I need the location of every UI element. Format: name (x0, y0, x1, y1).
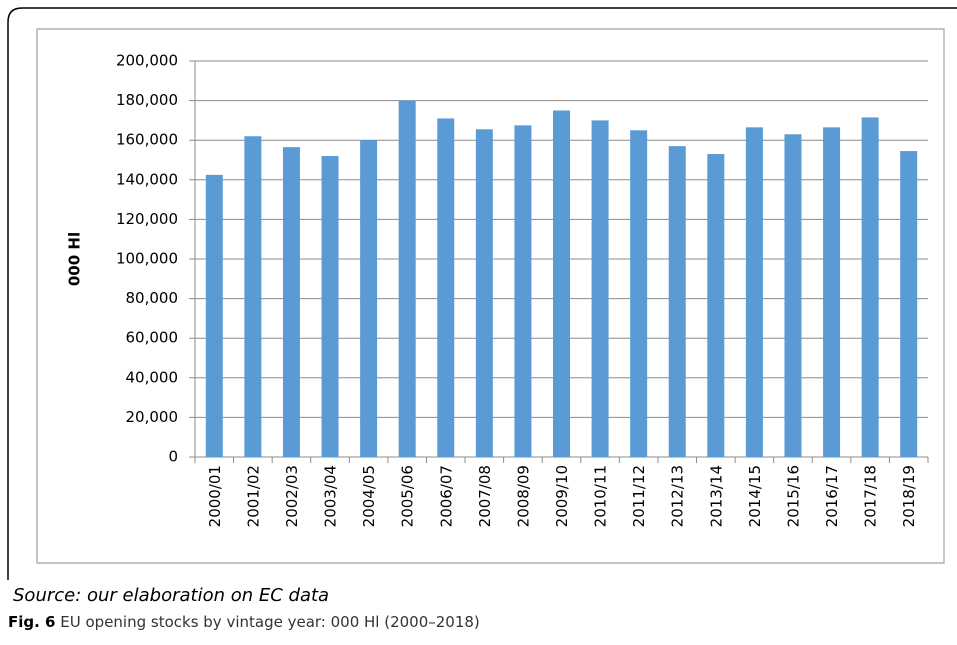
y-tick-label: 140,000 (116, 170, 178, 188)
bar (475, 129, 493, 457)
x-tick-label: 2018/19 (900, 465, 918, 527)
y-tick-label: 180,000 (116, 91, 178, 109)
bar (823, 127, 841, 457)
bar (591, 120, 609, 458)
x-tick-label: 2000/01 (206, 465, 224, 527)
x-tick-label: 2015/16 (784, 465, 802, 527)
x-tick-label: 2004/05 (360, 465, 378, 527)
bar (205, 174, 223, 457)
x-tick-label: 2007/08 (476, 465, 494, 527)
bar (861, 117, 879, 458)
y-tick-label: 40,000 (126, 368, 179, 386)
bar (784, 134, 802, 457)
chart-border (36, 28, 945, 564)
bar (360, 140, 378, 457)
figure-border (7, 7, 957, 580)
caption-label: Fig. 6 (8, 613, 55, 631)
source-note: Source: our elaboration on EC data (13, 585, 329, 606)
bar (244, 136, 262, 458)
x-tick-label: 2006/07 (437, 465, 455, 527)
y-tick-label: 120,000 (116, 210, 178, 228)
x-tick-label: 2016/17 (823, 465, 841, 527)
x-tick-label: 2009/10 (553, 465, 571, 527)
x-tick-label: 2008/09 (514, 465, 532, 527)
x-tick-label: 2002/03 (283, 465, 301, 527)
bar (398, 100, 416, 457)
y-tick-label: 200,000 (116, 52, 178, 70)
x-tick-label: 2012/13 (669, 465, 687, 527)
y-tick-label: 100,000 (116, 250, 178, 268)
bar (900, 151, 918, 457)
bar (437, 118, 455, 458)
x-tick-label: 2003/04 (322, 465, 340, 527)
x-tick-label: 2017/18 (862, 465, 880, 527)
bar (630, 130, 648, 458)
bar (553, 110, 570, 457)
bar (745, 127, 763, 457)
x-tick-label: 2013/14 (707, 465, 725, 527)
x-tick-label: 2001/02 (244, 465, 262, 527)
caption-text: EU opening stocks by vintage year: 000 H… (60, 613, 480, 631)
y-axis-label: 000 Hl (66, 232, 84, 286)
bar (707, 154, 725, 457)
bar (282, 147, 300, 457)
x-tick-label: 2014/15 (746, 465, 764, 527)
x-tick-label: 2010/11 (592, 465, 610, 527)
y-tick-label: 80,000 (126, 289, 179, 307)
y-tick-label: 160,000 (116, 131, 178, 149)
bar (514, 125, 532, 457)
y-tick-label: 20,000 (126, 408, 179, 426)
x-tick-label: 2011/12 (630, 465, 648, 527)
x-tick-label: 2005/06 (399, 465, 417, 527)
y-tick-label: 0 (168, 448, 178, 466)
caption: Fig. 6 EU opening stocks by vintage year… (8, 613, 480, 631)
bar (668, 146, 686, 457)
y-tick-label: 60,000 (126, 329, 179, 347)
bar (321, 156, 339, 458)
